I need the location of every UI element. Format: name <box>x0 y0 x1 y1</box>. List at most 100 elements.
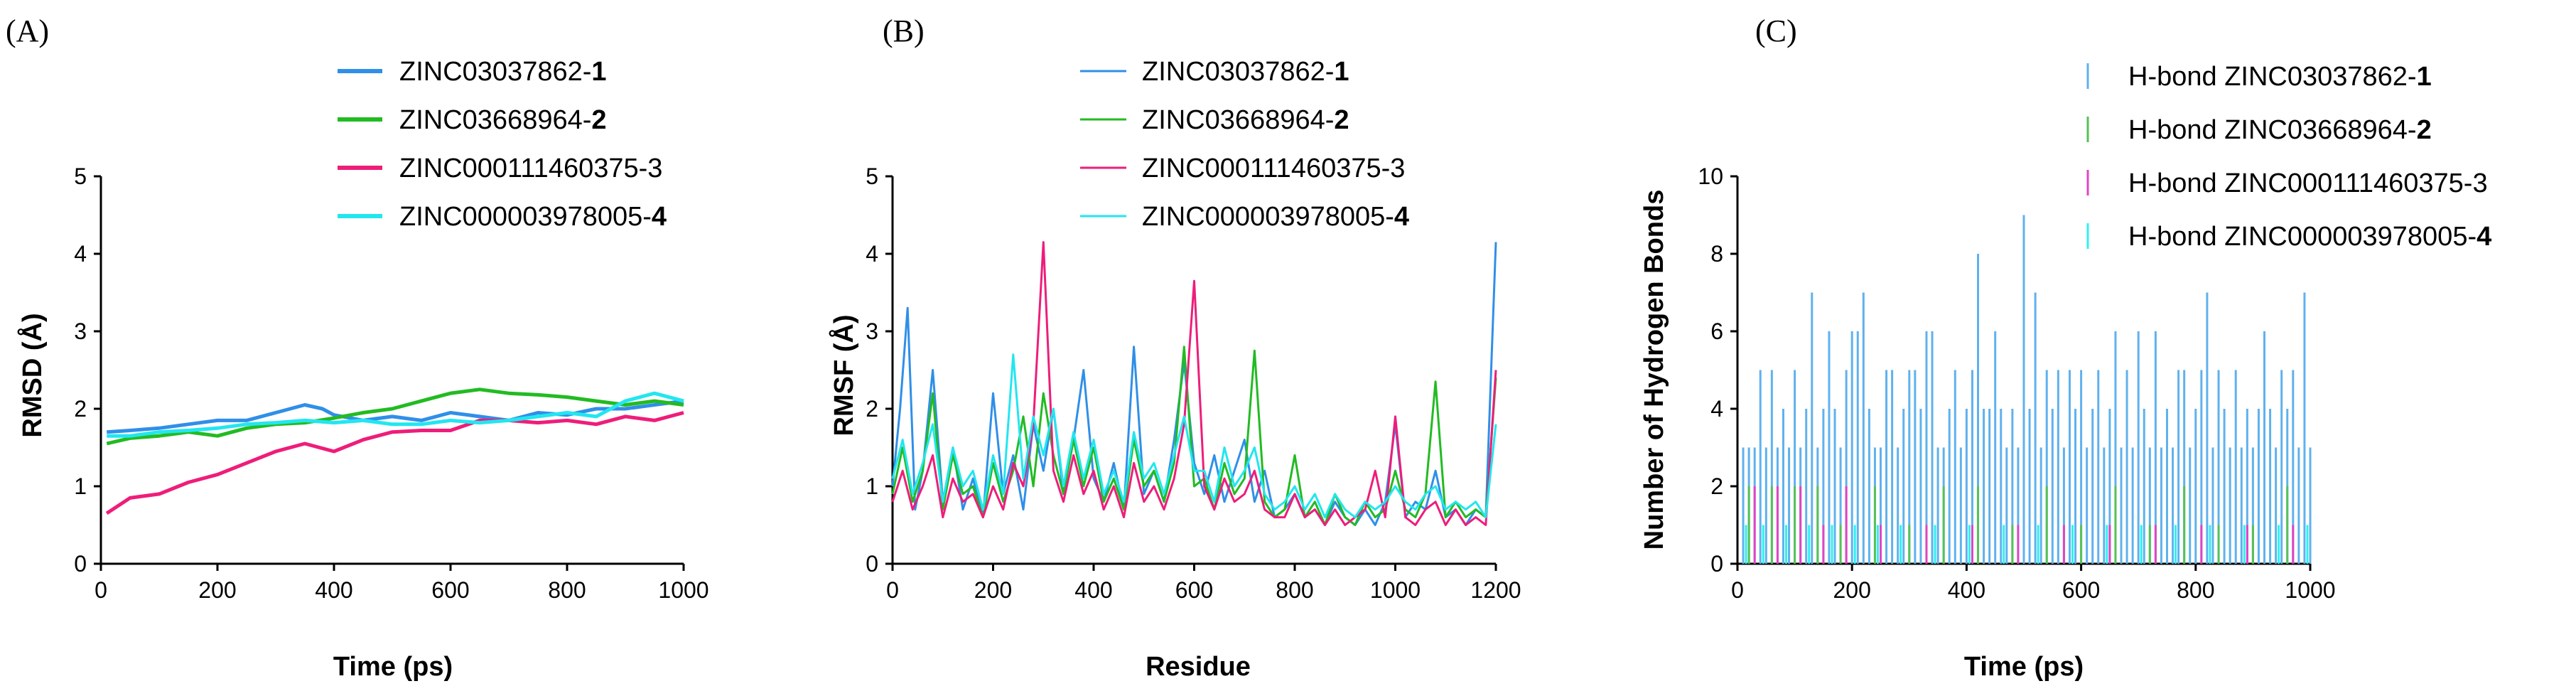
x-tick-label: 1200 <box>1470 577 1521 603</box>
legend-label-main: ZINC000003978005- <box>1142 202 1394 232</box>
x-tick-label: 400 <box>1074 577 1112 603</box>
legend-label: H-bond ZINC000111460375-3 <box>2128 168 2488 198</box>
y-tick-label: 0 <box>74 551 87 577</box>
legend-label: H-bond ZINC03037862-1 <box>2128 62 2432 92</box>
y-tick-label: 1 <box>866 473 878 499</box>
panel-c-legend: H-bond ZINC03037862-1H-bond ZINC03668964… <box>2086 62 2491 252</box>
legend-entry-1: ZINC03037862-1 <box>1080 57 1349 87</box>
legend-entry-4: ZINC000003978005-4 <box>338 202 667 232</box>
legend-label: ZINC000003978005-4 <box>399 202 667 232</box>
legend-label-main: ZINC000003978005- <box>399 202 652 232</box>
legend-label-number: 2 <box>2417 115 2432 145</box>
legend-label-main: H-bond ZINC000003978005- <box>2128 222 2477 252</box>
panel-a-label: (A) <box>6 14 49 48</box>
panel-c-x-axis-title: Time (ps) <box>1964 652 2084 682</box>
y-tick-label: 6 <box>1710 318 1723 344</box>
panel-a: (A) ZINC03037862-1ZINC03668964-2ZINC0001… <box>6 14 709 682</box>
y-tick-label: 2 <box>1710 473 1723 499</box>
series-line-3 <box>891 241 1497 526</box>
legend-entry-2: ZINC03668964-2 <box>338 105 607 135</box>
series-line-4 <box>891 353 1497 519</box>
y-tick-label: 3 <box>74 318 87 344</box>
panel-a-y-axis-title: RMSD (Å) <box>16 313 48 437</box>
legend-label-number: 4 <box>652 202 667 232</box>
y-tick-label: 4 <box>1710 396 1723 422</box>
legend-label-number: 2 <box>1334 105 1349 135</box>
legend-entry-2: H-bond ZINC03668964-2 <box>2086 115 2432 145</box>
y-tick-label: 8 <box>1710 241 1723 267</box>
legend-label-main: H-bond ZINC03037862- <box>2128 62 2417 92</box>
panel-c-y-axis-title: Number of Hydrogen Bonds <box>1639 190 1669 550</box>
x-tick-label: 1000 <box>658 577 708 603</box>
x-tick-label: 0 <box>95 577 107 603</box>
y-tick-label: 4 <box>74 241 87 267</box>
legend-label-main: ZINC03037862- <box>399 57 591 87</box>
panel-c: (C) H-bond ZINC03037862-1H-bond ZINC0366… <box>1639 14 2491 682</box>
legend-label-main: ZINC03037862- <box>1142 57 1334 87</box>
legend-label-number: 2 <box>591 105 606 135</box>
x-tick-label: 0 <box>886 577 899 603</box>
y-tick-label: 0 <box>1710 551 1723 577</box>
x-tick-label: 600 <box>1175 577 1213 603</box>
panel-b-label: (B) <box>883 14 925 48</box>
legend-label: ZINC03668964-2 <box>399 105 607 135</box>
legend-label-main: ZINC03668964- <box>399 105 591 135</box>
legend-label: ZINC000111460375-3 <box>399 154 662 183</box>
series-line-1 <box>107 399 684 434</box>
legend-label-number: 1 <box>2417 62 2432 92</box>
x-tick-label: 600 <box>431 577 469 603</box>
panel-a-x-axis-title: Time (ps) <box>333 652 453 682</box>
x-tick-label: 800 <box>548 577 586 603</box>
panel-c-label: (C) <box>1755 14 1797 48</box>
x-tick-label: 800 <box>1276 577 1313 603</box>
x-tick-label: 0 <box>1731 577 1744 603</box>
y-tick-label: 5 <box>74 164 87 189</box>
legend-label-number: 1 <box>591 57 606 87</box>
legend-entry-3: H-bond ZINC000111460375-3 <box>2086 168 2488 198</box>
legend-label-main: ZINC03668964- <box>1142 105 1334 135</box>
y-tick-label: 10 <box>1698 164 1723 189</box>
series-line-2 <box>106 387 684 446</box>
legend-entry-1: H-bond ZINC03037862-1 <box>2086 62 2432 92</box>
legend-label-number: 4 <box>1394 202 1409 232</box>
legend-entry-1: ZINC03037862-1 <box>338 57 607 87</box>
legend-entry-4: ZINC000003978005-4 <box>1080 202 1409 232</box>
legend-entry-4: H-bond ZINC000003978005-4 <box>2086 222 2491 252</box>
legend-label: H-bond ZINC000003978005-4 <box>2128 222 2491 252</box>
legend-label: ZINC03037862-1 <box>1142 57 1349 87</box>
legend-label-main: H-bond ZINC000111460375-3 <box>2128 168 2488 198</box>
panel-b-x-axis-title: Residue <box>1146 652 1251 682</box>
legend-label-number: 4 <box>2477 222 2491 252</box>
x-tick-label: 1000 <box>2285 577 2335 603</box>
series-line-2 <box>891 346 1497 526</box>
legend-label-main: H-bond ZINC03668964- <box>2128 115 2417 145</box>
legend-label-main: ZINC000111460375-3 <box>1142 154 1405 183</box>
legend-label: ZINC000111460375-3 <box>1142 154 1405 183</box>
x-tick-label: 400 <box>315 577 352 603</box>
y-tick-label: 1 <box>74 473 87 499</box>
legend-entry-2: ZINC03668964-2 <box>1080 105 1349 135</box>
x-tick-label: 200 <box>974 577 1012 603</box>
y-tick-label: 3 <box>866 318 878 344</box>
x-tick-label: 1000 <box>1370 577 1421 603</box>
y-tick-label: 2 <box>74 396 87 422</box>
series-line-4 <box>107 391 684 438</box>
x-tick-label: 800 <box>2177 577 2214 603</box>
y-tick-label: 5 <box>866 164 878 189</box>
panel-a-legend: ZINC03037862-1ZINC03668964-2ZINC00011146… <box>338 57 667 232</box>
panel-a-axes: 0 200 400 600 800 1000 0 1 2 3 4 5 <box>74 164 708 603</box>
legend-label: ZINC03668964-2 <box>1142 105 1349 135</box>
x-tick-label: 200 <box>1833 577 1871 603</box>
x-tick-label: 400 <box>1948 577 1985 603</box>
legend-label: ZINC03037862-1 <box>399 57 607 87</box>
y-tick-label: 4 <box>866 241 878 267</box>
panel-b: (B) ZINC03037862-1ZINC03668964-2ZINC0001… <box>828 14 1521 682</box>
legend-entry-3: ZINC000111460375-3 <box>338 154 662 183</box>
panel-a-plot <box>105 387 684 515</box>
legend-label: H-bond ZINC03668964-2 <box>2128 115 2432 145</box>
panel-b-y-axis-title: RMSF (Å) <box>828 315 859 436</box>
y-tick-label: 0 <box>866 551 878 577</box>
legend-label-main: ZINC000111460375-3 <box>399 154 662 183</box>
legend-entry-3: ZINC000111460375-3 <box>1080 154 1405 183</box>
